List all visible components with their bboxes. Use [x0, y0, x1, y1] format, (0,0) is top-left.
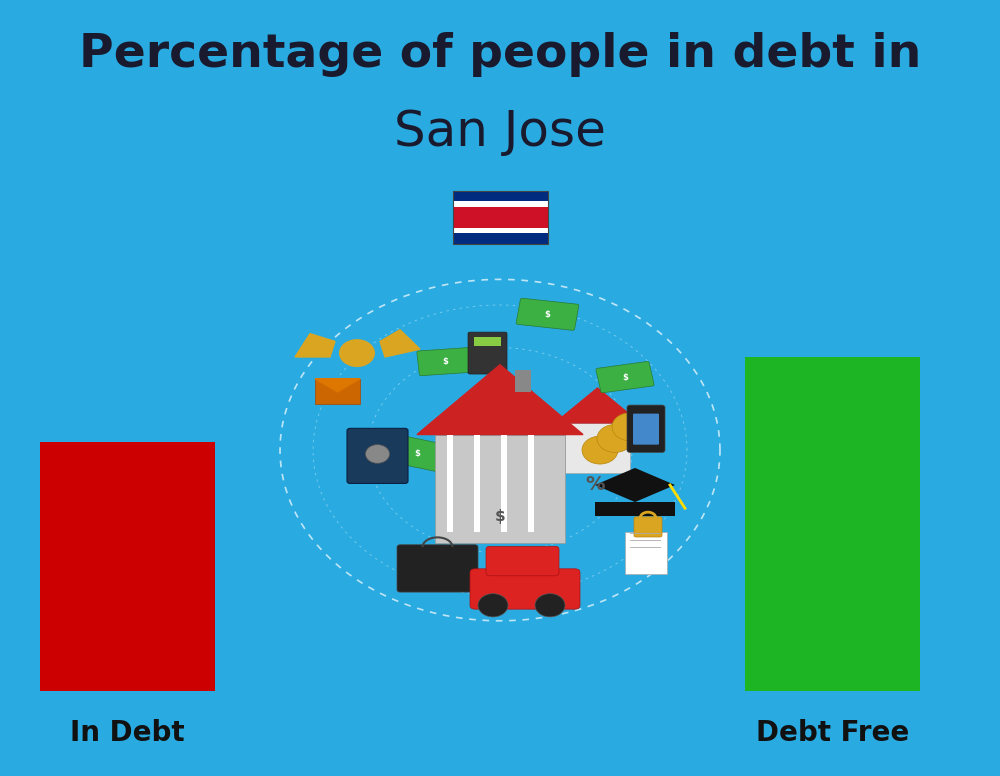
Circle shape — [582, 436, 618, 464]
FancyBboxPatch shape — [417, 348, 473, 376]
FancyBboxPatch shape — [486, 546, 559, 576]
FancyBboxPatch shape — [385, 434, 450, 473]
Polygon shape — [380, 330, 420, 357]
Bar — [745, 357, 920, 691]
Polygon shape — [555, 388, 640, 423]
Bar — [515, 370, 531, 392]
Bar — [528, 435, 534, 532]
FancyBboxPatch shape — [516, 298, 579, 331]
Polygon shape — [595, 468, 675, 502]
FancyBboxPatch shape — [633, 414, 659, 445]
Text: %: % — [585, 476, 605, 494]
Bar — [501, 435, 507, 532]
Text: $: $ — [495, 508, 505, 524]
FancyBboxPatch shape — [347, 428, 408, 483]
Text: $: $ — [442, 357, 448, 366]
Text: San Jose: San Jose — [394, 108, 606, 156]
Bar — [452, 191, 548, 202]
Bar — [452, 191, 548, 244]
Bar — [315, 379, 360, 404]
Text: Percentage of people in debt in: Percentage of people in debt in — [79, 32, 921, 77]
Bar — [474, 337, 501, 346]
FancyBboxPatch shape — [634, 517, 662, 537]
Bar — [452, 206, 548, 228]
FancyBboxPatch shape — [397, 545, 478, 592]
Circle shape — [366, 445, 390, 463]
Circle shape — [535, 594, 565, 617]
Bar — [565, 423, 630, 473]
Bar — [435, 435, 565, 543]
Bar — [625, 532, 667, 574]
Bar — [452, 228, 548, 233]
Bar — [40, 442, 215, 691]
FancyBboxPatch shape — [468, 332, 507, 374]
Bar — [595, 502, 675, 516]
Text: In Debt: In Debt — [70, 719, 185, 747]
Text: Debt Free: Debt Free — [756, 719, 909, 747]
Circle shape — [339, 339, 375, 367]
Text: $: $ — [622, 372, 628, 382]
Bar — [474, 435, 480, 532]
FancyBboxPatch shape — [596, 362, 654, 393]
Bar — [452, 202, 548, 206]
Polygon shape — [315, 379, 360, 392]
FancyBboxPatch shape — [470, 569, 580, 609]
Circle shape — [612, 413, 648, 441]
Bar — [447, 435, 453, 532]
Polygon shape — [295, 334, 335, 357]
Text: 27%: 27% — [66, 609, 189, 663]
FancyBboxPatch shape — [627, 405, 665, 452]
Polygon shape — [417, 365, 583, 435]
Circle shape — [597, 424, 633, 452]
Bar — [452, 233, 548, 244]
Circle shape — [478, 594, 508, 617]
Text: $: $ — [545, 310, 550, 319]
Text: $: $ — [415, 449, 420, 458]
Text: 73%: 73% — [771, 604, 894, 657]
